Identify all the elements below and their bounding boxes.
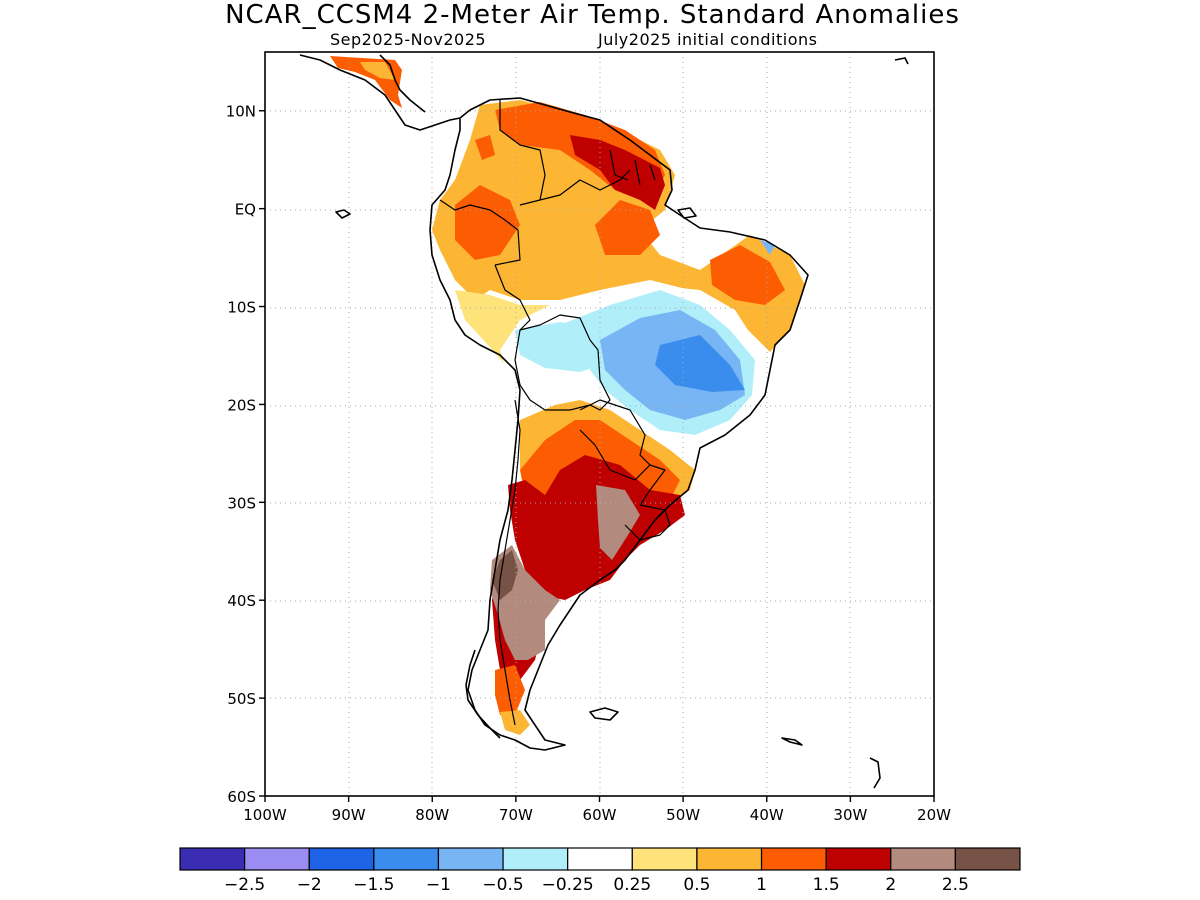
coastline-central-america — [299, 54, 461, 131]
colorbar-label: −1 — [426, 875, 451, 895]
coastline-chiloe-archipelago — [465, 649, 501, 739]
lon-tick-label: 60W — [583, 806, 617, 824]
anomaly-west-amazon-orange — [455, 185, 520, 260]
lon-tick-label: 50W — [666, 806, 700, 824]
border-chile-argentina — [497, 399, 521, 726]
lat-tick-label: 50S — [227, 690, 256, 708]
colorbar-label: −0.25 — [542, 875, 594, 895]
longitude-axis: 100W 90W 80W 70W 60W 50W 40W 30W 20W — [243, 796, 951, 824]
colorbar-swatch — [760, 847, 827, 871]
colorbar-swatch — [179, 847, 246, 871]
border-bolivia-brazil — [519, 314, 611, 411]
colorbar-swatch — [696, 847, 763, 871]
colorbar-label: 2.5 — [942, 875, 969, 895]
colorbar-label: −2 — [297, 875, 322, 895]
map-title: NCAR_CCSM4 2-Meter Air Temp. Standard An… — [225, 0, 960, 30]
anomaly-light-yellow-margin — [455, 290, 550, 365]
forecast-period: Sep2025-Nov2025 — [330, 30, 487, 49]
lat-tick-label: EQ — [235, 201, 256, 219]
anomaly-central-cold — [655, 335, 745, 392]
anomaly-guianas-red — [570, 135, 665, 210]
anomaly-colombia-orange — [475, 135, 495, 160]
initial-conditions: July2025 initial conditions — [598, 30, 818, 49]
coastline-falklands — [589, 707, 619, 721]
lat-tick-label: 20S — [227, 396, 256, 414]
anomaly-south-red — [508, 455, 685, 600]
colorbar-label: 0.5 — [683, 875, 710, 895]
border-paraguay — [579, 399, 651, 481]
coastline-marajo — [677, 207, 697, 219]
anomaly-south-tip-orange — [495, 665, 525, 715]
colorbar-label: −1.5 — [353, 875, 394, 895]
map-grid — [265, 52, 934, 796]
coastline-caribbean-north — [379, 54, 426, 113]
latitude-axis: 10N EQ 10S 20S 30S 40S 50S 60S — [226, 103, 265, 806]
colorbar-swatch — [954, 847, 1021, 871]
lat-tick-label: 30S — [227, 494, 256, 512]
coastline-northeast-islands — [869, 757, 881, 789]
coastlines — [299, 54, 909, 789]
lon-tick-label: 40W — [750, 806, 784, 824]
anomaly-central-america-light — [360, 62, 395, 80]
country-borders — [439, 100, 671, 726]
lon-tick-label: 80W — [415, 806, 449, 824]
border-colombia-ecuador-peru — [439, 199, 521, 266]
colorbar-label: 2 — [885, 875, 896, 895]
lon-tick-label: 100W — [243, 806, 287, 824]
colorbar-swatch — [244, 847, 310, 871]
lat-tick-label: 10N — [226, 103, 256, 121]
colorbar-label: 1.5 — [813, 875, 840, 895]
colorbar-label: −0.5 — [482, 875, 523, 895]
lon-tick-label: 70W — [499, 806, 533, 824]
colorbar-swatch — [373, 847, 440, 871]
colorbar-label: −2.5 — [224, 875, 265, 895]
colorbar-label: 0.25 — [613, 875, 651, 895]
coastline-south-georgia — [781, 737, 803, 746]
border-argentina-brazil — [639, 464, 666, 506]
colorbar-swatch — [631, 847, 698, 871]
colorbar-swatch — [567, 847, 633, 871]
anomaly-andes-dark-brown — [492, 550, 518, 600]
anomaly-field — [330, 56, 805, 735]
lon-tick-label: 30W — [833, 806, 867, 824]
border-bolivia-south — [545, 404, 591, 411]
colorbar-swatch — [502, 847, 569, 871]
border-venezuela-brazil — [539, 169, 631, 201]
lat-tick-label: 60S — [227, 788, 256, 806]
lon-tick-label: 20W — [917, 806, 951, 824]
lon-tick-label: 90W — [332, 806, 366, 824]
border-uruguay — [624, 504, 671, 541]
anomaly-amazon-orange — [595, 200, 660, 255]
colorbar-label: 1 — [756, 875, 767, 895]
colorbar-swatch — [825, 847, 892, 871]
border-peru-brazil — [494, 264, 531, 331]
border-bolivia-peru-chile — [514, 329, 546, 411]
anomaly-argentina-brown — [596, 485, 640, 560]
coastline-galapagos — [335, 209, 351, 219]
colorbar-swatch — [437, 847, 504, 871]
anomaly-northeast-orange — [710, 245, 785, 305]
lat-tick-label: 10S — [227, 299, 256, 317]
lat-tick-label: 40S — [227, 592, 256, 610]
colorbar-swatch — [308, 847, 375, 871]
coastline-south-america — [429, 97, 809, 751]
coastline-islet-ne — [894, 57, 909, 65]
border-guianas — [609, 149, 656, 186]
colorbar-swatch — [890, 847, 956, 871]
colorbar: −2.5 −2 −1.5 −1 −0.5 −0.25 0.25 0.5 1 1.5 2 2.5 — [179, 847, 1021, 895]
